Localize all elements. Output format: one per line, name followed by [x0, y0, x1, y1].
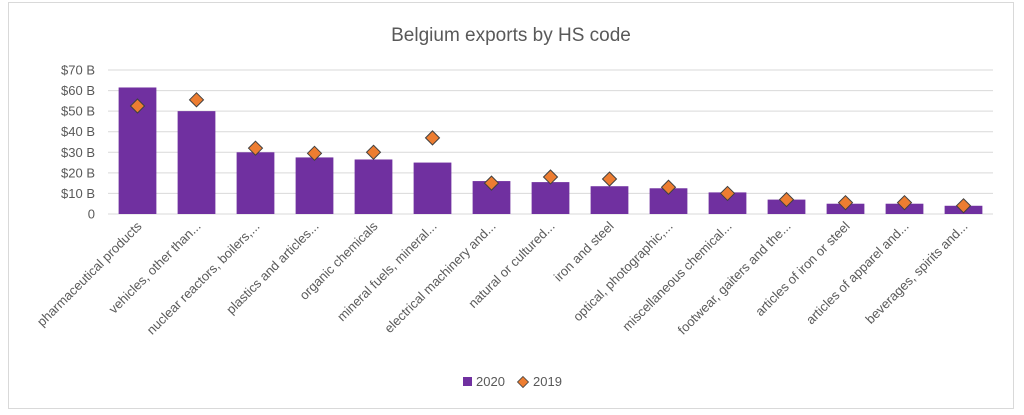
marker-2019-13: [837, 194, 854, 211]
y-tick-label-0: 0: [88, 207, 95, 222]
bar-2020-5: [354, 159, 393, 214]
marker-2019-5: [365, 144, 382, 160]
marker-2019-15: [955, 198, 972, 214]
marker-2019-10: [660, 179, 677, 195]
bar-2020-4: [295, 157, 334, 214]
x-tick-label-12: footwear, gaiters and the...: [675, 219, 794, 338]
marker-2019-3: [247, 140, 264, 156]
marker-series-2019: [129, 92, 972, 214]
marker-2019-9: [601, 171, 618, 187]
y-tick-label-20: $20 B: [61, 165, 95, 180]
marker-2019-2: [188, 92, 205, 108]
y-tick-label-70: $70 B: [61, 63, 95, 78]
y-tick-label-30: $30 B: [61, 145, 95, 160]
chart-title: Belgium exports by HS code: [391, 25, 631, 46]
y-axis: 0 $10 B $20 B $30 B $40 B $50 B $60 B $70 B: [61, 63, 95, 222]
x-tick-label-11: miscellaneous chemical...: [619, 219, 734, 334]
legend-swatch-2019: [516, 375, 530, 389]
legend-swatch-2020: [463, 377, 472, 386]
marker-2019-11: [719, 185, 736, 202]
bar-2020-8: [531, 182, 570, 214]
bar-2020-3: [236, 152, 275, 214]
x-tick-label-6: mineral fuels, mineral...: [334, 219, 440, 325]
marker-2019-7: [483, 175, 500, 191]
bar-2020-2: [177, 111, 216, 214]
legend-label-2020: 2020: [476, 374, 505, 389]
bar-2020-11: [708, 192, 747, 214]
legend-label-2019: 2019: [533, 374, 562, 389]
marker-2019-12: [778, 191, 795, 208]
y-tick-label-40: $40 B: [61, 124, 95, 139]
x-tick-label-1: pharmaceutical products: [34, 218, 145, 329]
bar-2020-9: [590, 186, 629, 214]
x-tick-label-9: iron and steel: [551, 218, 617, 284]
y-tick-label-50: $50 B: [61, 104, 95, 119]
marker-2019-4: [306, 145, 323, 162]
marker-2019-14: [896, 194, 913, 211]
y-tick-label-10: $10 B: [61, 186, 95, 201]
bar-series-2020: [118, 87, 983, 214]
marker-2019-6: [424, 130, 441, 146]
x-tick-label-15: beverages, spirits and...: [862, 219, 970, 327]
legend: 2020 2019: [463, 374, 562, 389]
marker-2019-1: [129, 98, 146, 114]
x-tick-label-10: optical, photographic,...: [570, 219, 676, 325]
x-tick-label-3: nuclear reactors, boilers,...: [144, 219, 263, 338]
bar-2020-6: [413, 162, 452, 214]
marker-2019-8: [542, 169, 559, 185]
x-tick-label-14: articles of apparel and...: [803, 219, 912, 328]
y-tick-label-60: $60 B: [61, 83, 95, 98]
x-tick-label-7: electrical machinery and...: [381, 219, 498, 336]
